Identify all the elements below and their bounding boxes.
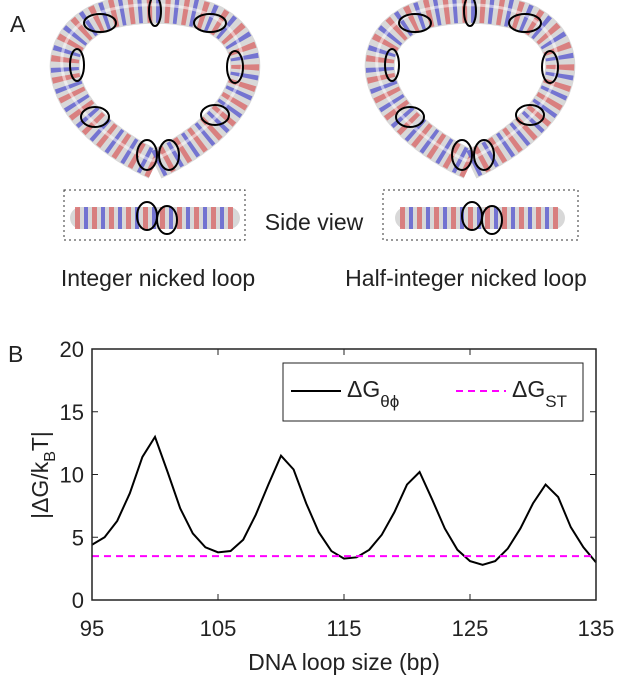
legend-label: ΔGθϕ (347, 376, 399, 411)
x-tick-label: 105 (200, 616, 237, 641)
integer-side-image (70, 202, 240, 234)
y-axis-label-part: |ΔG/k (27, 461, 53, 519)
y-axis-label-part: B (42, 451, 59, 462)
y-tick-label: 20 (60, 337, 84, 362)
y-axis-label: |ΔG/kBT| (27, 431, 59, 519)
y-tick-label: 15 (60, 400, 84, 425)
legend-label: ΔGST (512, 376, 567, 411)
panel-label: A (10, 11, 26, 37)
integer-loop-image (62, 0, 246, 170)
x-tick-label: 125 (452, 616, 489, 641)
y-tick-label: 0 (72, 588, 84, 613)
side-view-box (63, 189, 246, 241)
x-tick-label: 135 (578, 616, 615, 641)
legend-label-subscript: ST (545, 392, 567, 411)
half-integer-loop-image (377, 0, 561, 170)
legend-label-name: ΔG (347, 376, 380, 402)
x-tick-label: 95 (80, 616, 104, 641)
legend-label-name: ΔG (512, 376, 545, 402)
caption: Integer nicked loop (61, 265, 255, 291)
side-view-label: Side view (265, 209, 364, 235)
y-axis-label-part: T| (27, 431, 53, 451)
y-tick-label: 10 (60, 463, 84, 488)
legend-label-subscript: θϕ (380, 392, 399, 411)
x-axis-label: DNA loop size (bp) (248, 649, 440, 675)
x-tick-label: 115 (326, 616, 361, 641)
half-integer-side-image (395, 202, 565, 234)
series-line (91, 434, 597, 566)
caption: Half-integer nicked loop (345, 265, 587, 291)
panel-label: B (8, 341, 23, 367)
y-tick-label: 5 (72, 525, 84, 550)
side-view-box (382, 189, 579, 241)
